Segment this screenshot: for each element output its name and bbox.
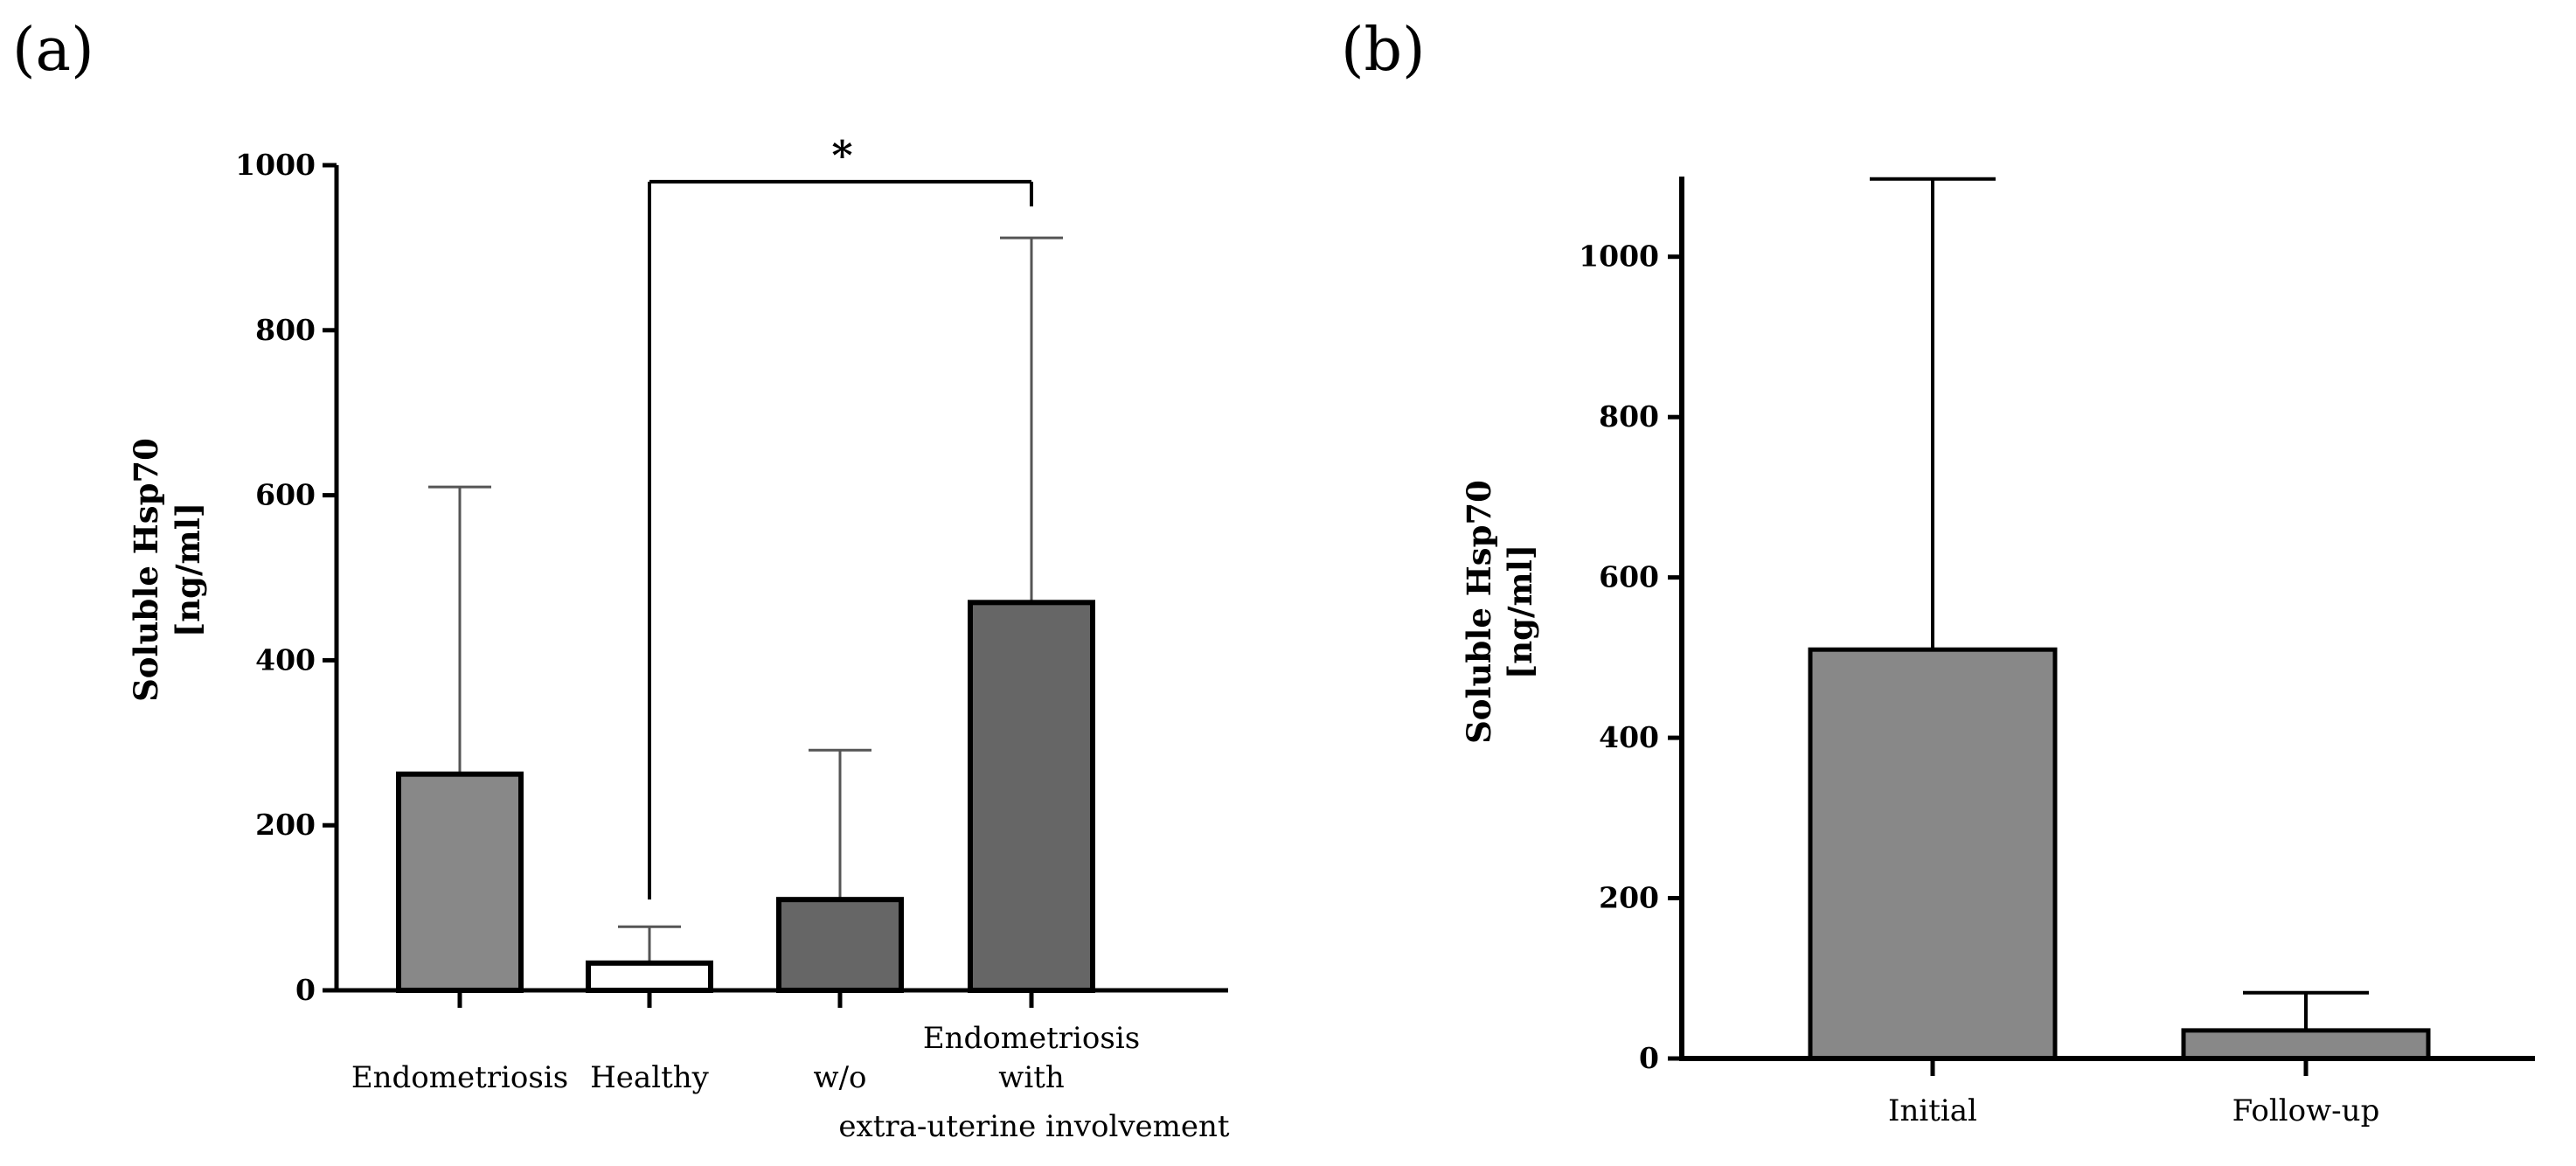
chart-b-bar-initial bbox=[1808, 647, 2058, 1061]
chart-b-ylabel-line2: [ng/ml] bbox=[1501, 545, 1539, 680]
chart-a-label-endometriosis-with-top: Endometriosis bbox=[923, 1021, 1140, 1056]
chart-b-ytick-label-1: 200 bbox=[1599, 881, 1659, 915]
chart-b-ytick-label-4: 800 bbox=[1599, 399, 1659, 434]
chart-a-bar-endo bbox=[396, 771, 524, 993]
chart-a-bar-wo bbox=[776, 897, 904, 994]
chart-a-ytick-label-5: 1000 bbox=[235, 148, 316, 182]
chart-a-ytick-label-4: 800 bbox=[255, 313, 316, 347]
chart-a-ytick-label-2: 400 bbox=[255, 642, 316, 677]
chart-b-ytick-label-5: 1000 bbox=[1579, 239, 1659, 274]
chart-a-label-with: with bbox=[998, 1060, 1065, 1095]
chart-b-label-initial: Initial bbox=[1888, 1093, 1977, 1128]
chart-a-label-extra-uterine: extra-uterine involvement bbox=[838, 1109, 1230, 1144]
chart-a-ytick-label-3: 600 bbox=[255, 478, 316, 512]
chart-b-ytick-label-3: 600 bbox=[1599, 560, 1659, 594]
chart-b-bar-followup bbox=[2181, 1028, 2431, 1061]
chart-a-ytick-label-0: 0 bbox=[295, 973, 316, 1007]
chart-b-ylabel-line1: Soluble Hsp70 bbox=[1460, 480, 1498, 744]
chart-a: Soluble Hsp70 [ng/ml] 02004006008001000 … bbox=[127, 132, 1230, 1144]
significance-star: * bbox=[831, 132, 852, 179]
chart-b-ytick-label-2: 400 bbox=[1599, 720, 1659, 754]
chart-a-bar-with bbox=[968, 600, 1095, 993]
panel-b-label: (b) bbox=[1341, 16, 1426, 85]
panel-a-label: (a) bbox=[12, 16, 94, 85]
chart-a-bar-healthy bbox=[586, 960, 713, 994]
chart-b-label-follow-up: Follow-up bbox=[2232, 1093, 2380, 1128]
chart-b: Soluble Hsp70 [ng/ml] 02004006008001000 … bbox=[1460, 177, 2535, 1128]
chart-a-ytick-label-1: 200 bbox=[255, 808, 316, 842]
chart-a-ylabel-line2: [ng/ml] bbox=[169, 503, 207, 638]
chart-b-ytick-label-0: 0 bbox=[1639, 1041, 1659, 1075]
chart-a-ylabel-line1: Soluble Hsp70 bbox=[127, 438, 165, 702]
chart-a-label-wo: w/o bbox=[813, 1060, 866, 1095]
chart-a-label-healthy: Healthy bbox=[590, 1060, 709, 1095]
chart-a-label-endometriosis: Endometriosis bbox=[351, 1060, 568, 1095]
